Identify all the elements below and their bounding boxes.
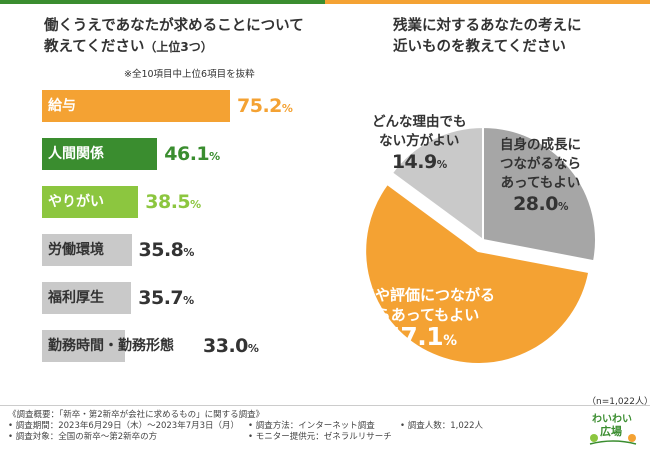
- survey-provider: • モニター提供元：ゼネラルリサーチ: [248, 432, 392, 442]
- bar-category-label: やりがい: [48, 194, 104, 210]
- pie-label-line: つながるなら: [500, 156, 581, 172]
- bar: [42, 186, 139, 218]
- pie-label-line: 給与や評価につながる: [345, 286, 496, 304]
- pie-slice-label: 自身の成長に つながるなら あってもよい 28.0%: [500, 136, 581, 217]
- logo-line2: 広場: [600, 425, 622, 438]
- survey-overview: 《調査概要：「新卒・第2新卒が会社に求めるもの」に関する調査》: [8, 410, 265, 420]
- bar-value-label: 46.1%: [164, 143, 220, 165]
- question-1-title-line2: 教えてください: [44, 39, 145, 55]
- green-accent-bar: [0, 0, 325, 4]
- question-1-title: 働くうえであなたが求めることについて 教えてください（上位3つ）: [44, 16, 334, 58]
- bar-value-label: 35.7%: [138, 287, 194, 309]
- bar: [42, 282, 132, 314]
- pie-slice-label: 給与や評価につながる ならあってもよい 57.1%: [345, 285, 495, 351]
- bar: [42, 138, 158, 170]
- bar: [42, 234, 132, 266]
- question-2-title-line2: 近いものを教えてください: [393, 39, 566, 55]
- bar-category-label: 福利厚生: [48, 290, 104, 306]
- bar: [42, 330, 125, 362]
- bar-value-label: 35.8%: [138, 239, 195, 261]
- footer-divider: [0, 405, 650, 406]
- logo-mark-icon: [589, 434, 637, 445]
- pie-label-line: ない方がよい: [379, 133, 460, 149]
- bar: [42, 90, 230, 122]
- sample-size-note: （n=1,022人）: [587, 397, 650, 407]
- bar-value-label: 38.5%: [145, 191, 201, 213]
- orange-accent-bar: [325, 0, 650, 4]
- survey-period: • 調査期間：2023年6月29日（木）〜2023年7月3日（月）: [8, 421, 240, 431]
- pie-value-label: 14.9%: [391, 151, 447, 173]
- pie-label-line: あってもよい: [500, 175, 581, 191]
- bar-value-label: 33.0%: [203, 335, 259, 357]
- pie-label-line: 自身の成長に: [500, 137, 581, 153]
- question-2-title: 残業に対するあなたの考えに 近いものを教えてください: [393, 16, 643, 58]
- bar-value-label: 75.2%: [237, 95, 293, 117]
- bar-category-label: 労働環境: [48, 242, 104, 258]
- waiwai-hiroba-logo: わいわい 広場: [586, 408, 640, 446]
- survey-count: • 調査人数：1,022人: [400, 421, 484, 431]
- logo-line1: わいわい: [592, 414, 632, 425]
- pie-value-label: 28.0%: [513, 193, 568, 215]
- question-1-title-line1: 働くうえであなたが求めることについて: [44, 18, 304, 34]
- pie-label-line: ならあってもよい: [360, 306, 480, 324]
- pie-label-line: どんな理由でも: [372, 114, 467, 130]
- bar-category-label: 人間関係: [48, 146, 104, 162]
- pie-slice-label: どんな理由でも ない方がよい 14.9%: [372, 113, 467, 175]
- pie-value-label: 57.1%: [383, 322, 457, 351]
- bar-category-label: 給与: [48, 98, 76, 114]
- question-1-note: ※全10項目中上位6項目を抜粋: [124, 69, 255, 80]
- bar-category-label: 勤務時間・勤務形態: [48, 338, 174, 354]
- survey-target: • 調査対象：全国の新卒〜第2新卒の方: [8, 432, 158, 442]
- question-2-title-line1: 残業に対するあなたの考えに: [393, 18, 582, 34]
- question-1-title-sub: （上位3つ）: [144, 40, 213, 54]
- survey-method: • 調査方法：インターネット調査: [248, 421, 375, 431]
